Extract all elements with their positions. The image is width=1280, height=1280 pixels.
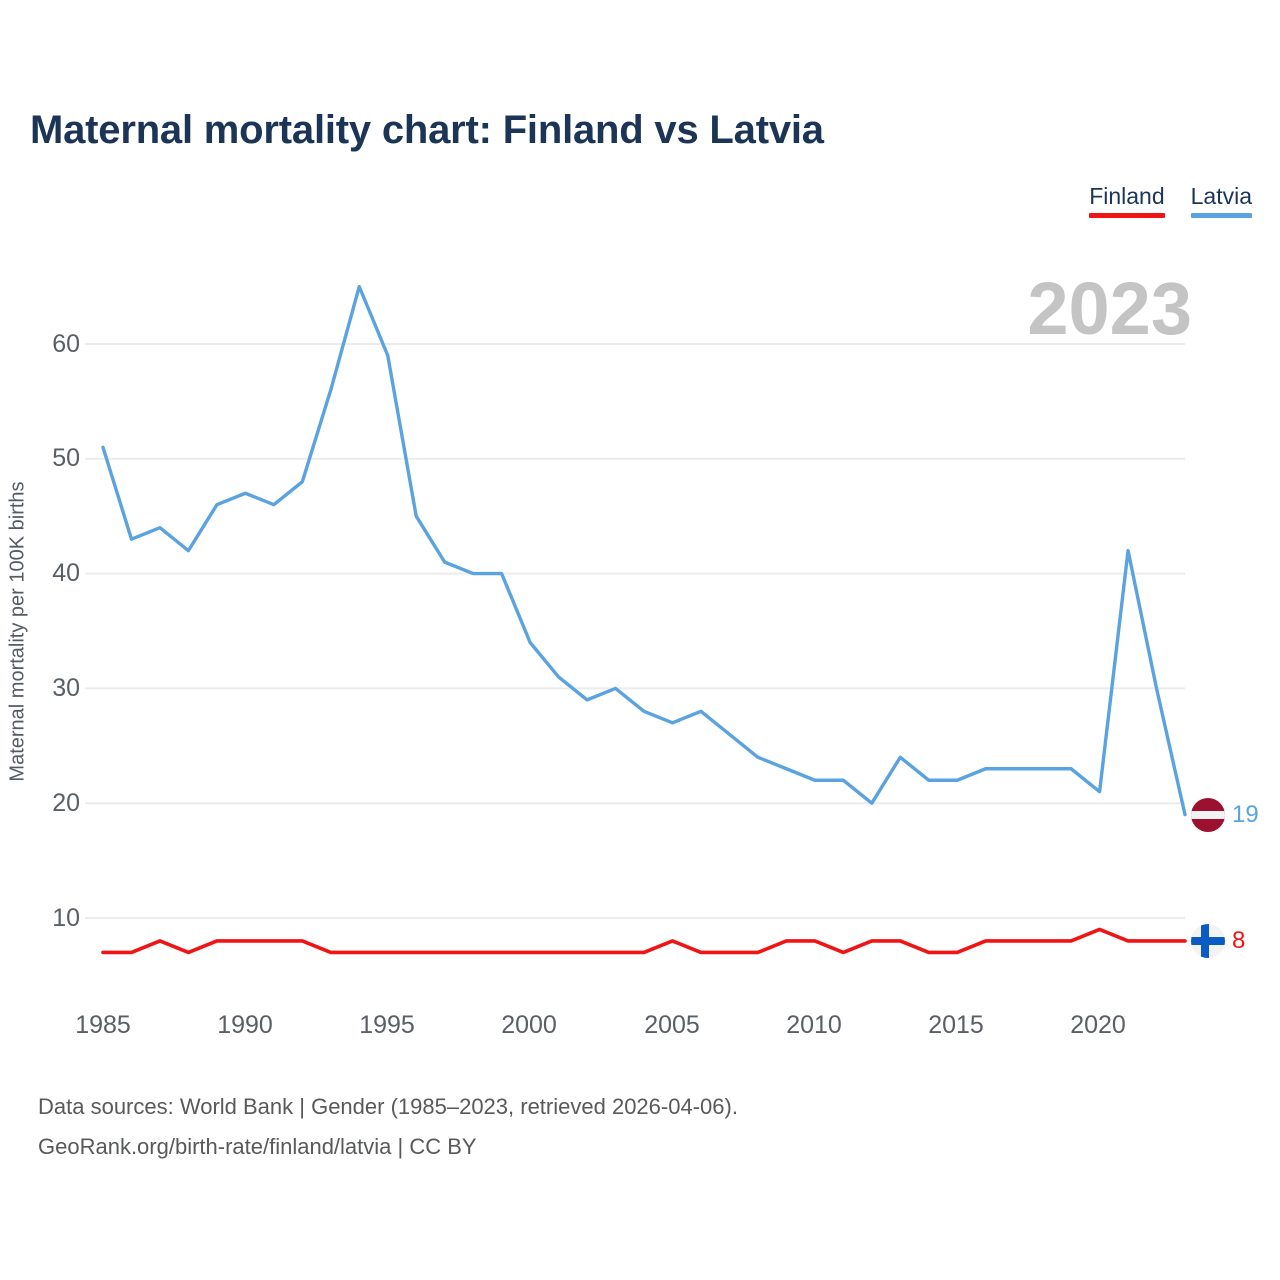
y-tick-50: 50 [52, 444, 80, 472]
legend-swatch-latvia [1190, 213, 1252, 218]
legend-item-latvia[interactable]: Latvia [1190, 183, 1252, 218]
x-tick-2020: 2020 [1070, 1011, 1126, 1039]
x-tick-1990: 1990 [217, 1011, 273, 1039]
legend-swatch-finland [1089, 213, 1165, 218]
latvia-flag-icon [1191, 797, 1225, 832]
y-tick-60: 60 [52, 330, 80, 358]
x-tick-2010: 2010 [786, 1011, 842, 1039]
y-tick-30: 30 [52, 674, 80, 702]
series-line-latvia [101, 284, 1187, 817]
end-marker-latvia[interactable]: 19 [1191, 797, 1259, 832]
page-title: Maternal mortality chart: Finland vs Lat… [30, 108, 824, 152]
end-value-latvia: 19 [1232, 800, 1259, 828]
chart-legend: Finland Latvia [1089, 183, 1252, 218]
end-marker-finland[interactable]: 8 [1191, 923, 1246, 958]
year-watermark: 2023 [1027, 267, 1192, 350]
legend-item-finland[interactable]: Finland [1089, 183, 1165, 218]
finland-flag-icon [1191, 923, 1225, 958]
footer-data-sources: Data sources: World Bank | Gender (1985–… [38, 1094, 738, 1119]
y-tick-10: 10 [52, 904, 80, 932]
footer-attribution: GeoRank.org/birth-rate/finland/latvia | … [38, 1134, 477, 1159]
footer: Data sources: World Bank | Gender (1985–… [38, 1087, 738, 1167]
x-tick-2000: 2000 [501, 1011, 557, 1039]
legend-label-latvia: Latvia [1190, 183, 1252, 209]
x-tick-1985: 1985 [75, 1011, 131, 1039]
y-tick-40: 40 [52, 559, 80, 587]
y-tick-20: 20 [52, 789, 80, 817]
legend-label-finland: Finland [1089, 183, 1165, 209]
x-tick-1995: 1995 [359, 1011, 415, 1039]
x-tick-2015: 2015 [928, 1011, 984, 1039]
x-tick-2005: 2005 [644, 1011, 700, 1039]
series-line-finland [101, 927, 1187, 955]
end-value-finland: 8 [1232, 926, 1246, 954]
gridlines [85, 343, 1185, 919]
